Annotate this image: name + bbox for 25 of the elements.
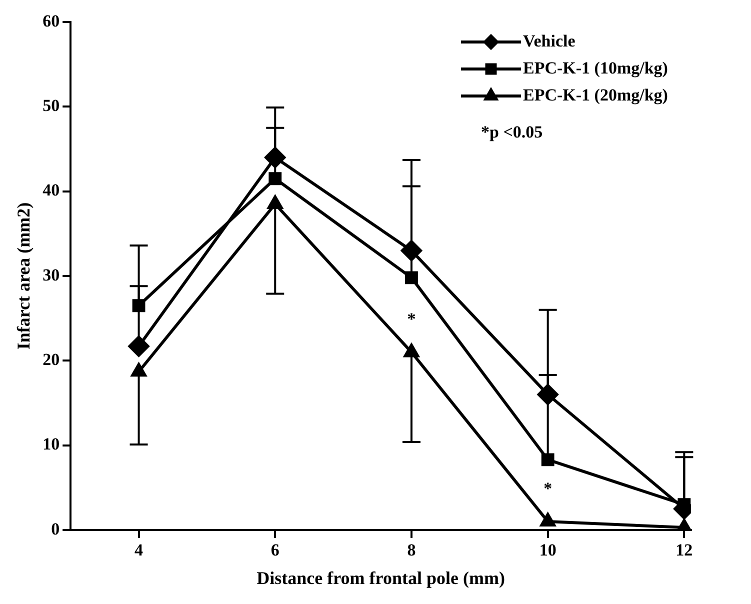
point (541, 453, 554, 466)
point (540, 513, 556, 527)
y-axis-title: Infarct area (mm2) (13, 202, 34, 350)
y-tick-label: 50 (42, 96, 60, 116)
legend-label: EPC-K-1 (20mg/kg) (523, 85, 668, 104)
x-tick-label: 8 (407, 540, 416, 560)
y-tick-label: 60 (42, 11, 60, 30)
y-tick-label: 30 (42, 265, 60, 284)
y-tick-label: 20 (42, 350, 60, 370)
y-tick-label: 40 (42, 180, 60, 200)
legend-label: EPC-K-1 (10mg/kg) (523, 58, 668, 78)
y-tick-label: 0 (51, 519, 60, 538)
x-tick-label: 6 (270, 540, 280, 560)
annotation: * (407, 310, 416, 329)
x-tick-label: 10 (539, 540, 556, 560)
legend-label: Vehicle (523, 31, 576, 50)
annotation: *p <0.05 (481, 122, 543, 142)
point (405, 271, 418, 284)
annotation: * (544, 478, 552, 498)
x-axis-title: Distance from frontal pole (mm) (256, 568, 505, 588)
x-tick-label: 12 (676, 540, 693, 560)
y-tick-label: 10 (42, 434, 60, 454)
point (128, 336, 150, 357)
x-tick-label: 4 (134, 540, 144, 560)
point (268, 172, 282, 186)
